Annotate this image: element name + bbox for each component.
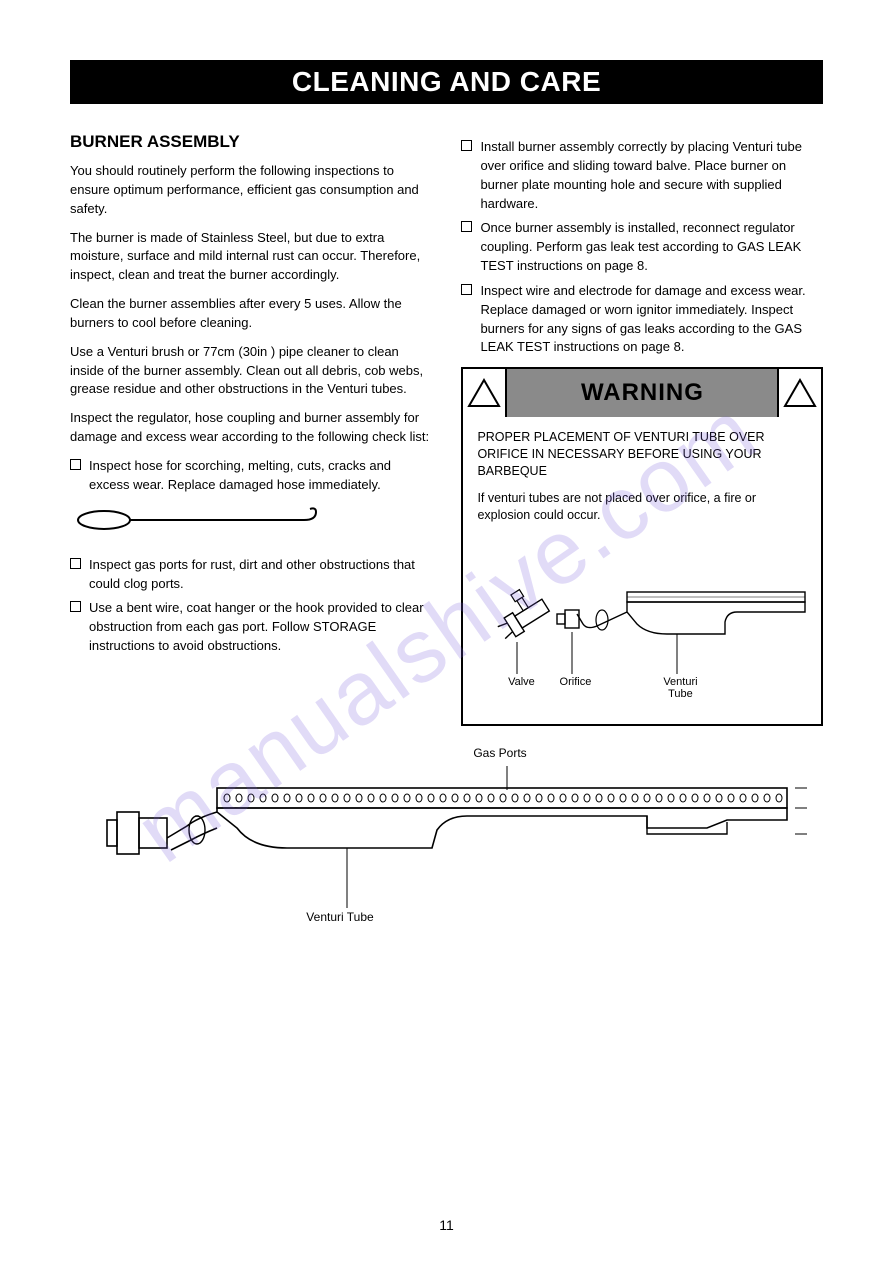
warning-p1: PROPER PLACEMENT OF VENTURI TUBE OVER OR…	[477, 429, 807, 480]
warning-triangle-right	[777, 369, 821, 417]
check-text: Install burner assembly correctly by pla…	[480, 138, 823, 213]
right-column: Install burner assembly correctly by pla…	[461, 132, 823, 726]
left-column: BURNER ASSEMBLY You should routinely per…	[70, 132, 431, 726]
checkbox-icon	[70, 558, 81, 569]
label-valve: Valve	[501, 676, 541, 688]
large-burner-figure: Gas Ports Venturi Tube	[70, 748, 823, 948]
check-item: Once burner assembly is installed, recon…	[461, 219, 823, 276]
check-item: Inspect gas ports for rust, dirt and oth…	[70, 556, 431, 594]
warning-triangle-left	[463, 369, 507, 417]
burner-p3: Clean the burner assemblies after every …	[70, 295, 431, 333]
warning-p2: If venturi tubes are not placed over ori…	[477, 490, 807, 524]
check-item: Inspect hose for scorching, melting, cut…	[70, 457, 431, 495]
burner-heading: BURNER ASSEMBLY	[70, 132, 431, 152]
page-number: 11	[70, 1217, 823, 1233]
checkbox-icon	[70, 601, 81, 612]
label-orifice: Orifice	[553, 676, 597, 688]
two-column-layout: BURNER ASSEMBLY You should routinely per…	[70, 132, 823, 726]
check-text: Inspect hose for scorching, melting, cut…	[89, 457, 431, 495]
warning-title: WARNING	[507, 369, 777, 417]
warning-header: WARNING	[463, 369, 821, 417]
warning-panel: WARNING PROPER PLACEMENT OF VENTURI TUBE…	[461, 367, 823, 725]
page-title-bar: CLEANING AND CARE	[70, 60, 823, 104]
check-item: Inspect wire and electrode for damage an…	[461, 282, 823, 357]
checkbox-icon	[461, 140, 472, 151]
burner-p1: You should routinely perform the followi…	[70, 162, 431, 219]
checkbox-icon	[461, 221, 472, 232]
checklist-2: Inspect gas ports for rust, dirt and oth…	[70, 556, 431, 656]
label-gas-ports: Gas Ports	[440, 746, 560, 760]
burner-p5: Inspect the regulator, hose coupling and…	[70, 409, 431, 447]
hook-icon	[76, 505, 336, 535]
check-item: Install burner assembly correctly by pla…	[461, 138, 823, 213]
check-text: Inspect gas ports for rust, dirt and oth…	[89, 556, 431, 594]
warning-triangle-icon	[783, 378, 817, 408]
check-item: Use a bent wire, coat hanger or the hook…	[70, 599, 431, 656]
burner-p4: Use a Venturi brush or 77cm (30in ) pipe…	[70, 343, 431, 400]
burner-valve-figure: Valve Orifice Venturi Tube	[477, 534, 807, 714]
warning-body: PROPER PLACEMENT OF VENTURI TUBE OVER OR…	[463, 417, 821, 723]
check-text: Once burner assembly is installed, recon…	[480, 219, 823, 276]
warning-triangle-icon	[467, 378, 501, 408]
large-burner-icon	[87, 748, 807, 948]
label-venturi-tube: Venturi Tube	[280, 910, 400, 924]
check-text: Inspect wire and electrode for damage an…	[480, 282, 823, 357]
checklist-1: Inspect hose for scorching, melting, cut…	[70, 457, 431, 495]
hook-figure	[76, 505, 431, 540]
checklist-right: Install burner assembly correctly by pla…	[461, 138, 823, 357]
checkbox-icon	[70, 459, 81, 470]
check-text: Use a bent wire, coat hanger or the hook…	[89, 599, 431, 656]
burner-p2: The burner is made of Stainless Steel, b…	[70, 229, 431, 286]
checkbox-icon	[461, 284, 472, 295]
label-venturi: Venturi Tube	[655, 676, 705, 700]
